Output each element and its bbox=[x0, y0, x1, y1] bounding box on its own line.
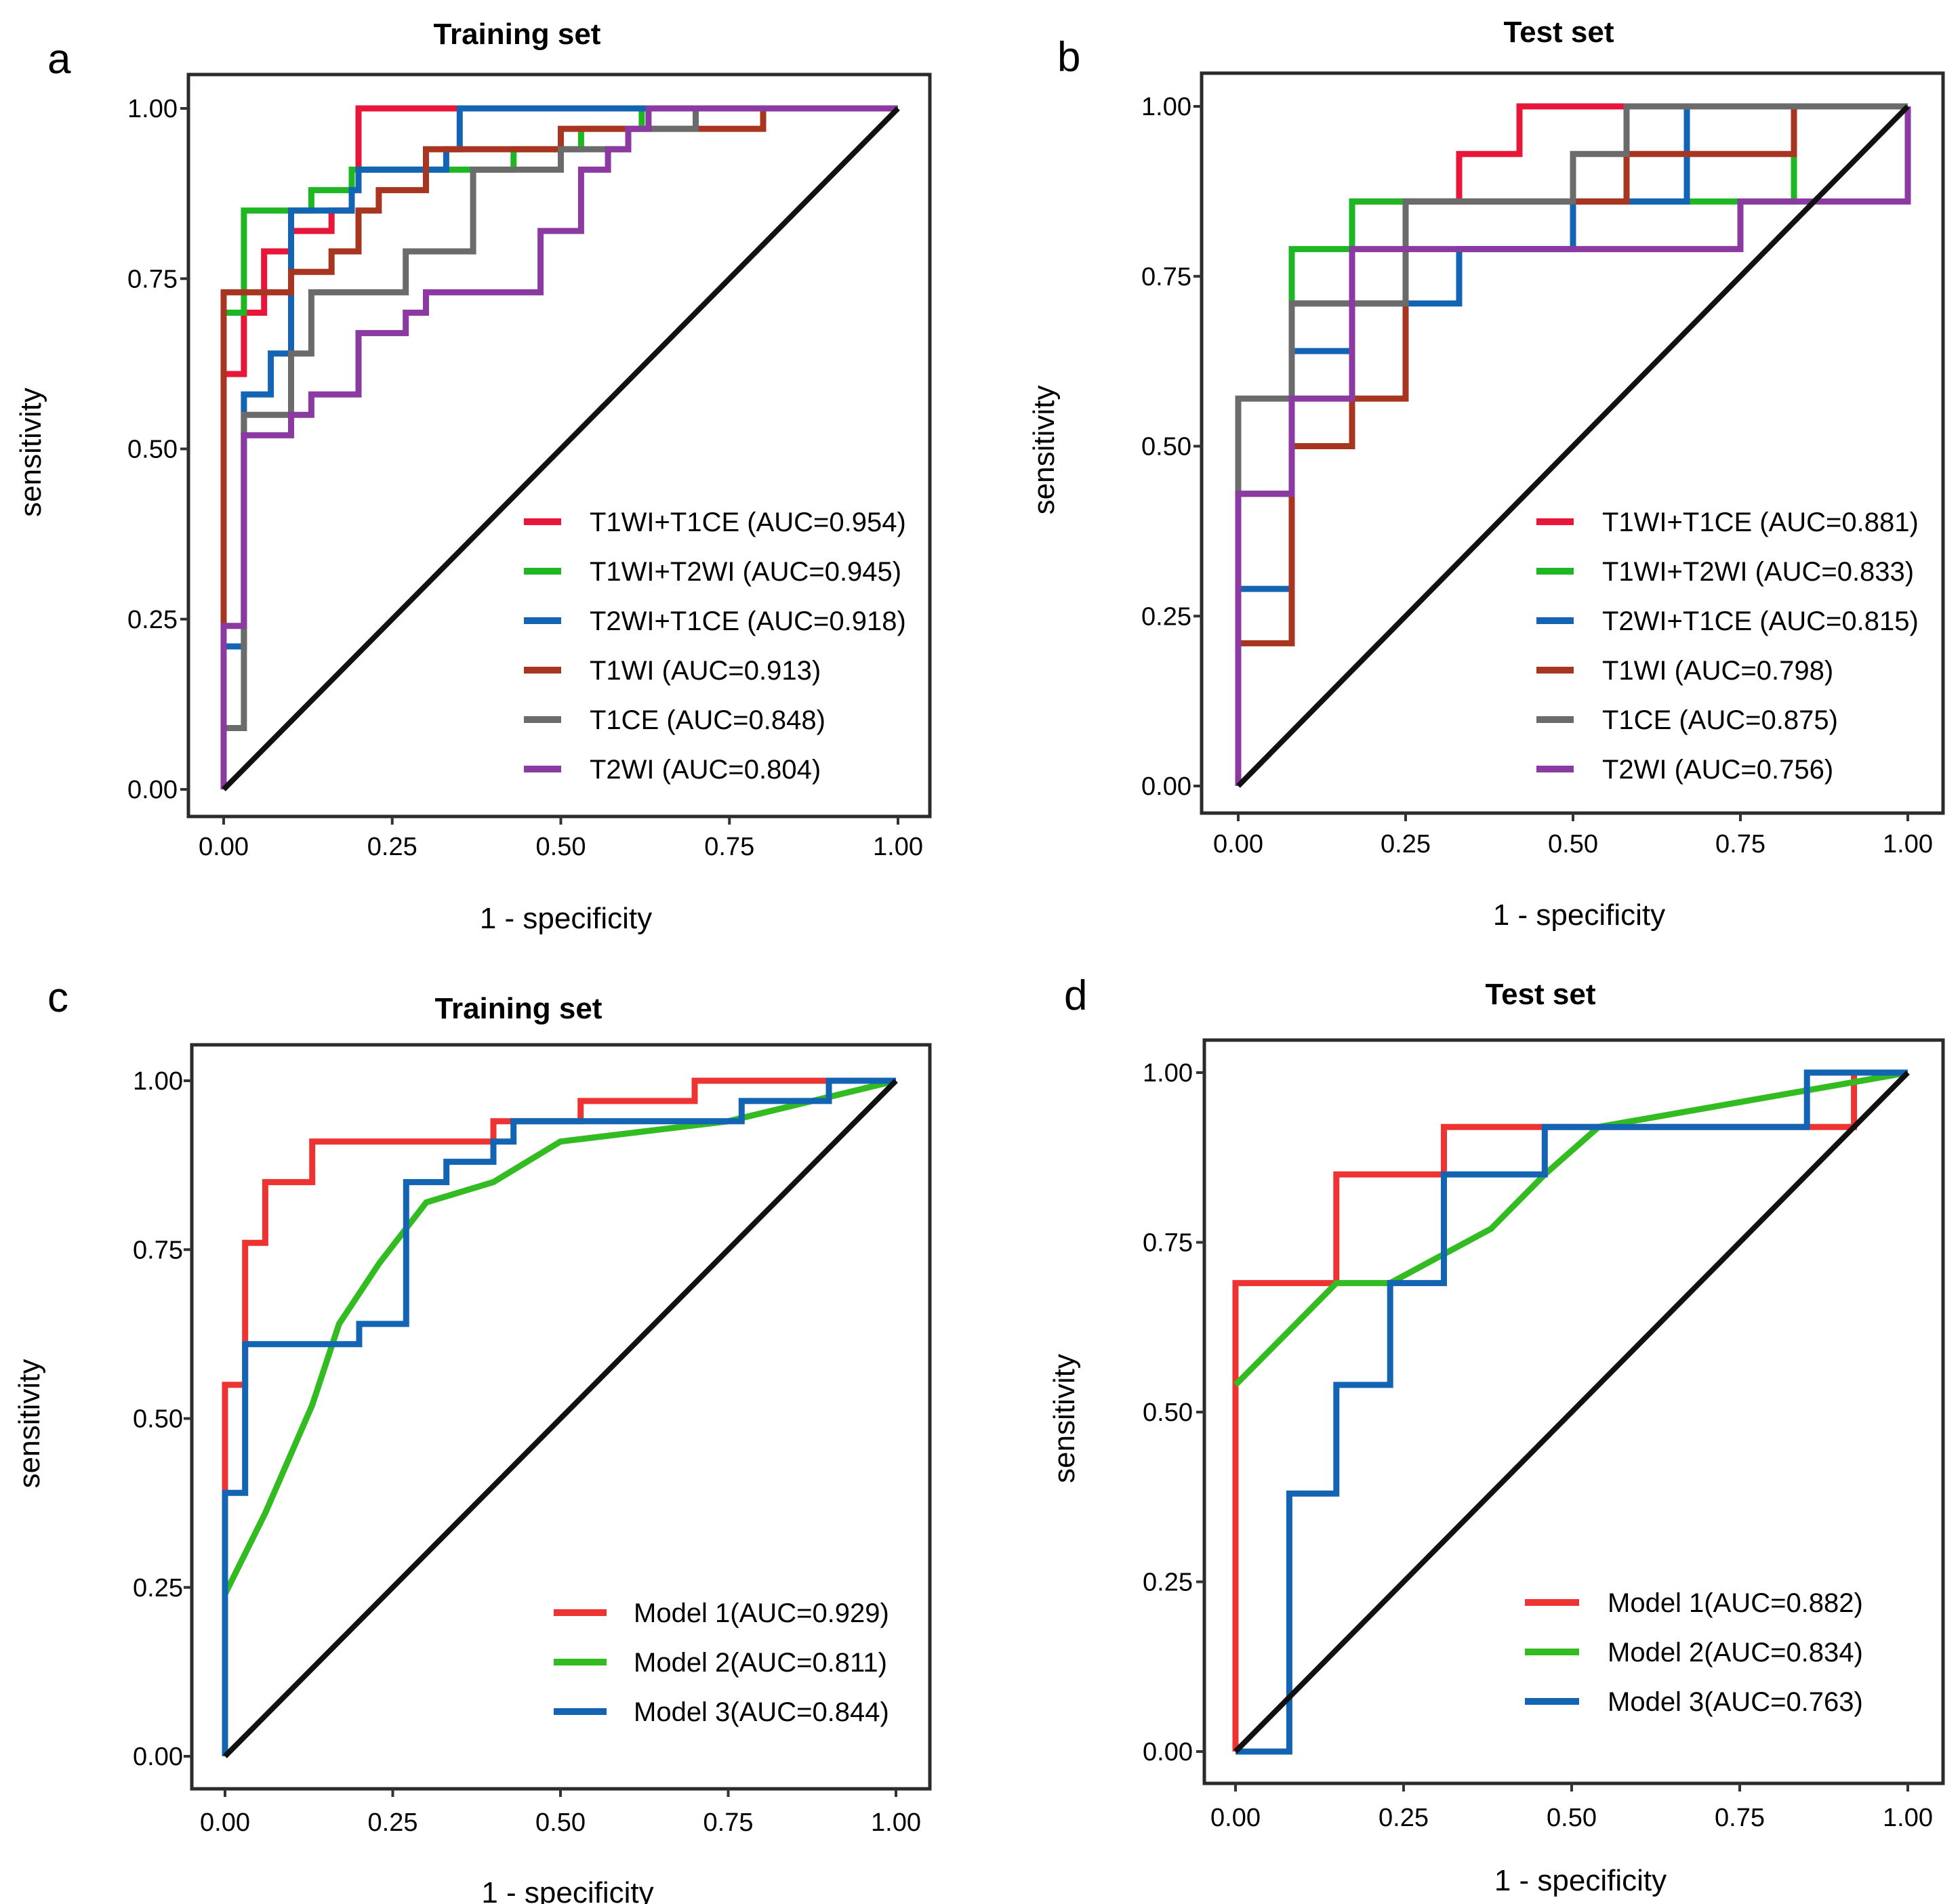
y-tick-label: 1.00 bbox=[1141, 93, 1191, 121]
reference-diagonal bbox=[223, 1079, 898, 1758]
y-tick-label: 0.50 bbox=[1141, 433, 1191, 461]
legend-entry: T1WI (AUC=0.913) bbox=[590, 656, 821, 686]
y-tick-label: 0.75 bbox=[127, 265, 178, 293]
x-tick-label: 0.00 bbox=[200, 1808, 250, 1837]
legend-entry: T2WI (AUC=0.804) bbox=[590, 755, 821, 785]
x-tick-label: 0.25 bbox=[1379, 1804, 1429, 1832]
legend-entry: Model 3(AUC=0.844) bbox=[634, 1697, 889, 1727]
x-tick-label: 0.50 bbox=[1547, 1804, 1597, 1832]
panel-d: d Test set 0.00 0.00 0.25 0.25 0.50 0.50 0.75 0.7… bbox=[1048, 972, 1945, 1897]
legend-entry: T1CE (AUC=0.875) bbox=[1602, 705, 1838, 735]
x-tick-label: 0.25 bbox=[367, 833, 417, 861]
y-axis-label: sensitivity bbox=[1027, 386, 1061, 515]
x-tick-label: 0.25 bbox=[368, 1808, 418, 1837]
x-axis-label: 1 - specificity bbox=[1494, 1864, 1667, 1897]
x-tick-label: 1.00 bbox=[1883, 830, 1933, 858]
panel-c: c Training set 0.00 0.00 0.25 0.25 0.50 0.50 0.7… bbox=[13, 974, 932, 1904]
x-tick-label: 0.50 bbox=[535, 1808, 586, 1837]
x-tick-label: 0.75 bbox=[704, 833, 754, 861]
y-tick-label: 1.00 bbox=[127, 95, 178, 123]
legend-entry: T1WI+T2WI (AUC=0.945) bbox=[590, 557, 901, 587]
legend-entry: Model 3(AUC=0.763) bbox=[1608, 1687, 1863, 1717]
roc-curve-5 bbox=[1235, 103, 1908, 786]
x-tick-label: 1.00 bbox=[871, 1808, 921, 1837]
roc-curve-2 bbox=[222, 1077, 897, 1596]
y-axis-label: sensitivity bbox=[14, 388, 47, 517]
x-axis-label: 1 - specificity bbox=[481, 1876, 653, 1904]
y-tick-label: 0.25 bbox=[127, 606, 178, 634]
y-tick-label: 0.00 bbox=[133, 1743, 183, 1771]
legend-entry: Model 1(AUC=0.929) bbox=[634, 1598, 889, 1628]
chart-title: Test set bbox=[1485, 978, 1595, 1011]
x-tick-label: 0.75 bbox=[703, 1808, 754, 1837]
legend: T1WI+T1CE (AUC=0.881) T1WI+T2WI (AUC=0.83… bbox=[1536, 508, 1919, 785]
panel-b: b Test set 0.00 0.00 0.25 0.25 0.50 0.50 0.75 0.7… bbox=[1027, 16, 1945, 932]
panel-letter: d bbox=[1064, 972, 1087, 1019]
y-axis-label: sensitivity bbox=[13, 1359, 46, 1489]
y-tick-label: 1.00 bbox=[133, 1067, 183, 1096]
x-axis-label: 1 - specificity bbox=[1493, 898, 1665, 932]
roc-curve-3 bbox=[1236, 1069, 1908, 1755]
reference-diagonal bbox=[222, 106, 900, 791]
plot-frame bbox=[186, 73, 932, 819]
panel-letter: c bbox=[47, 974, 68, 1021]
legend-entry: T1WI+T1CE (AUC=0.954) bbox=[590, 508, 906, 537]
reference-diagonal bbox=[1233, 1071, 1910, 1754]
reference-diagonal bbox=[1236, 104, 1910, 788]
y-tick-label: 0.00 bbox=[127, 776, 178, 804]
roc-curve-3 bbox=[222, 1077, 896, 1756]
chart-title: Training set bbox=[434, 18, 601, 51]
legend: Model 1(AUC=0.882) Model 2(AUC=0.834) Mode… bbox=[1525, 1588, 1863, 1717]
legend-entry: T2WI+T1CE (AUC=0.815) bbox=[1602, 606, 1919, 636]
y-tick-label: 0.25 bbox=[133, 1574, 183, 1602]
legend-entry: T1CE (AUC=0.848) bbox=[590, 705, 825, 735]
chart-title: Test set bbox=[1503, 16, 1614, 49]
roc-curve-4 bbox=[1235, 103, 1908, 786]
y-tick-label: 1.00 bbox=[1143, 1059, 1193, 1088]
roc-curve-1 bbox=[222, 1077, 896, 1756]
y-axis-label: sensitivity bbox=[1048, 1354, 1081, 1483]
roc-curve-6 bbox=[220, 105, 898, 789]
legend-entry: T2WI+T1CE (AUC=0.918) bbox=[590, 606, 906, 636]
x-tick-label: 0.50 bbox=[1548, 830, 1598, 858]
x-tick-label: 0.00 bbox=[199, 833, 249, 861]
x-axis-label: 1 - specificity bbox=[480, 902, 652, 935]
y-tick-label: 0.50 bbox=[1143, 1399, 1193, 1427]
panel-a: a Training set 0.00 0.00 0.25 0.25 0.50 0.50 0.7… bbox=[14, 18, 932, 935]
chart-title: Training set bbox=[435, 992, 603, 1025]
legend-entry: Model 2(AUC=0.811) bbox=[634, 1648, 887, 1678]
x-tick-label: 0.00 bbox=[1210, 1804, 1261, 1832]
y-tick-label: 0.25 bbox=[1143, 1569, 1193, 1597]
x-tick-label: 1.00 bbox=[1883, 1804, 1933, 1832]
panel-letter: a bbox=[47, 36, 71, 83]
x-tick-label: 0.75 bbox=[1715, 1804, 1765, 1832]
y-tick-label: 0.00 bbox=[1141, 772, 1191, 801]
legend-entry: T2WI (AUC=0.756) bbox=[1602, 755, 1833, 785]
x-tick-label: 0.75 bbox=[1715, 830, 1765, 858]
y-tick-label: 0.50 bbox=[133, 1405, 183, 1434]
legend: Model 1(AUC=0.929) Model 2(AUC=0.811) Mode… bbox=[554, 1598, 889, 1727]
legend-entry: Model 2(AUC=0.834) bbox=[1608, 1638, 1863, 1668]
y-tick-label: 0.75 bbox=[133, 1236, 183, 1264]
x-tick-label: 0.00 bbox=[1213, 830, 1263, 858]
y-tick-label: 0.00 bbox=[1143, 1738, 1193, 1766]
legend: T1WI+T1CE (AUC=0.954) T1WI+T2WI (AUC=0.94… bbox=[524, 508, 906, 785]
x-tick-label: 1.00 bbox=[873, 833, 923, 861]
roc-curve-6 bbox=[1235, 106, 1911, 786]
x-tick-label: 0.25 bbox=[1381, 830, 1431, 858]
x-tick-label: 0.50 bbox=[536, 833, 586, 861]
y-tick-label: 0.50 bbox=[127, 436, 178, 464]
legend-entry: Model 1(AUC=0.882) bbox=[1608, 1588, 1863, 1618]
legend-entry: T1WI (AUC=0.798) bbox=[1602, 656, 1833, 686]
y-tick-label: 0.75 bbox=[1141, 263, 1191, 291]
legend-entry: T1WI+T2WI (AUC=0.833) bbox=[1602, 557, 1914, 587]
y-tick-label: 0.25 bbox=[1141, 602, 1191, 631]
panel-letter: b bbox=[1057, 34, 1080, 81]
y-tick-label: 0.75 bbox=[1143, 1229, 1193, 1258]
legend-entry: T1WI+T1CE (AUC=0.881) bbox=[1602, 508, 1919, 537]
